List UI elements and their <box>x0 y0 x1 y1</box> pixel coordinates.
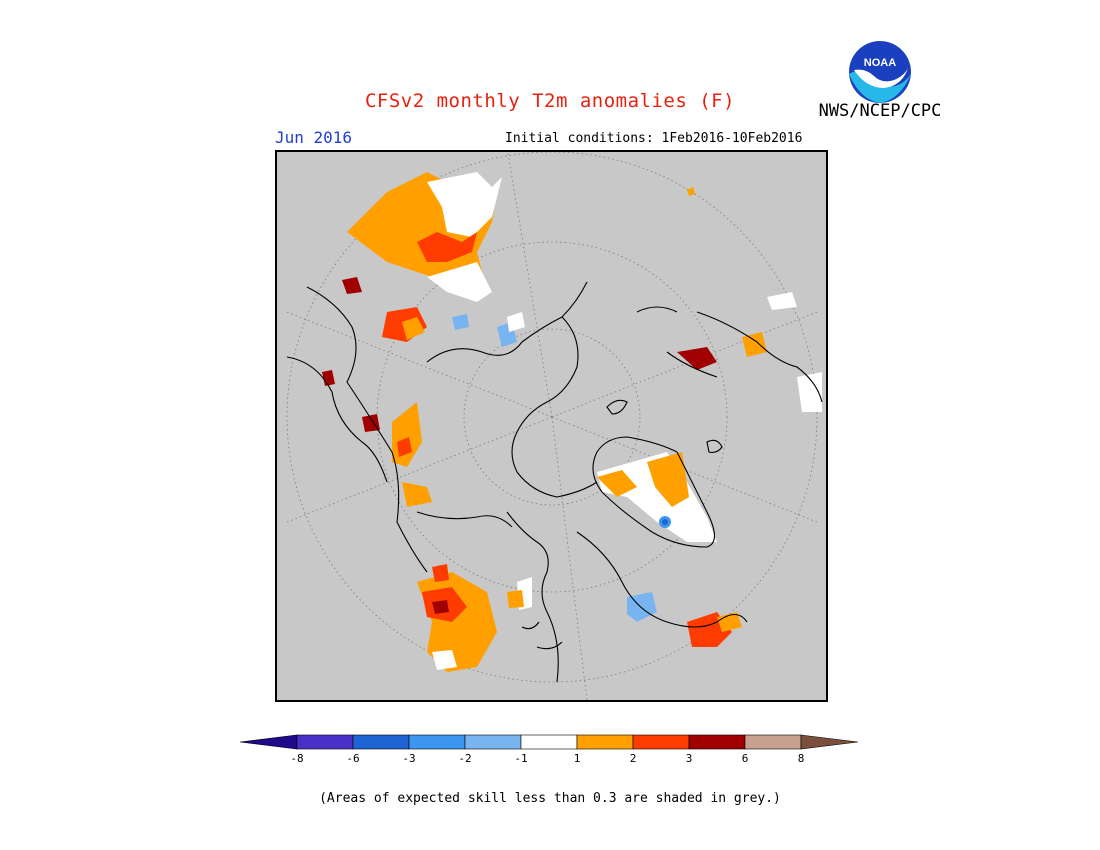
forecast-month: Jun 2016 <box>275 128 353 147</box>
legend-tick-label: -3 <box>402 752 415 765</box>
legend-swatch <box>408 734 466 750</box>
skill-note: (Areas of expected skill less than 0.3 a… <box>319 791 781 806</box>
legend-tick-label: 3 <box>686 752 693 765</box>
legend-swatch <box>632 734 690 750</box>
legend-swatch <box>744 734 802 750</box>
polar-map <box>286 152 823 700</box>
legend-tick-label: 8 <box>798 752 805 765</box>
initial-conditions: Initial conditions: 1Feb2016-10Feb2016 <box>505 131 803 146</box>
noaa-logo: NOAA <box>849 41 911 103</box>
legend-tick-label: -8 <box>290 752 303 765</box>
color-legend: -8 -6 -3 -2 -1 1 2 3 6 8 <box>239 734 859 765</box>
legend-tick-label: -6 <box>346 752 359 765</box>
legend-swatch <box>296 734 354 750</box>
map-title: CFSv2 monthly T2m anomalies (F) <box>364 90 736 112</box>
legend-swatch <box>352 734 410 750</box>
legend-swatch <box>520 734 578 750</box>
legend-swatch <box>576 734 634 750</box>
coastlines <box>286 281 823 683</box>
svg-text:NOAA: NOAA <box>864 57 896 69</box>
agency-label: NWS/NCEP/CPC <box>818 101 942 121</box>
legend-high-arrow <box>800 734 859 750</box>
legend-tick-label: 1 <box>574 752 581 765</box>
legend-swatch <box>464 734 522 750</box>
legend-tick-label: 6 <box>742 752 749 765</box>
map-panel <box>275 150 828 702</box>
legend-tick-label: -1 <box>514 752 527 765</box>
anomaly-patches <box>322 172 822 672</box>
legend-tick-label: -2 <box>458 752 471 765</box>
legend-swatch <box>688 734 746 750</box>
legend-low-arrow <box>239 734 298 750</box>
legend-tick-label: 2 <box>630 752 637 765</box>
